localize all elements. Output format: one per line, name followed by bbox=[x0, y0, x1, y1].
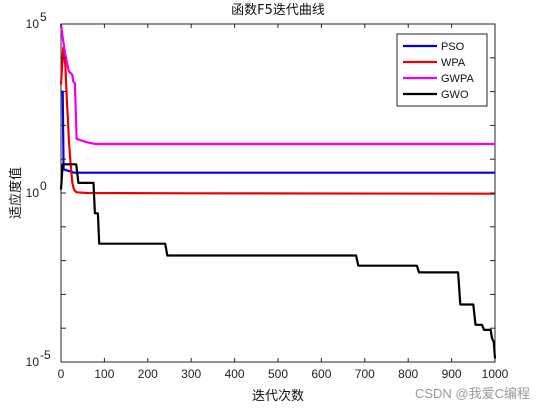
y-tick-exponent: -5 bbox=[40, 348, 51, 362]
y-tick-label: 10 bbox=[26, 186, 40, 200]
x-axis-label: 迭代次数 bbox=[252, 388, 304, 404]
x-tick-label: 0 bbox=[58, 367, 65, 381]
x-tick-label: 800 bbox=[398, 367, 418, 381]
legend-label-gwpa: GWPA bbox=[441, 73, 474, 85]
y-tick-exponent: 5 bbox=[40, 10, 47, 24]
legend-label-gwo: GWO bbox=[441, 89, 469, 101]
chart-title: 函数F5迭代曲线 bbox=[231, 3, 325, 18]
y-tick-label: 10 bbox=[26, 355, 40, 369]
x-tick-label: 700 bbox=[355, 367, 375, 381]
legend-label-wpa: WPA bbox=[441, 57, 466, 69]
x-axis-ticks: 0 100 200 300 400 500 600 700 800 900 1000 bbox=[58, 24, 509, 381]
x-tick-label: 1000 bbox=[482, 367, 509, 381]
x-tick-label: 400 bbox=[225, 367, 245, 381]
x-tick-label: 900 bbox=[442, 367, 462, 381]
legend-label-pso: PSO bbox=[441, 41, 465, 53]
legend: PSO WPA GWPA GWO bbox=[396, 33, 488, 107]
y-axis-label: 适应度值 bbox=[8, 167, 24, 219]
series-line-wpa bbox=[59, 46, 496, 195]
series-line-gwo bbox=[59, 163, 497, 359]
x-tick-label: 100 bbox=[94, 367, 114, 381]
x-tick-label: 300 bbox=[181, 367, 201, 381]
y-tick-label: 10 bbox=[26, 17, 40, 31]
series-line-gwpa bbox=[59, 23, 495, 146]
watermark: CSDN @我爱C编程 bbox=[414, 386, 530, 401]
x-tick-label: 200 bbox=[138, 367, 158, 381]
y-tick-exponent: 0 bbox=[40, 179, 47, 193]
x-tick-label: 600 bbox=[311, 367, 331, 381]
x-tick-label: 500 bbox=[268, 367, 288, 381]
